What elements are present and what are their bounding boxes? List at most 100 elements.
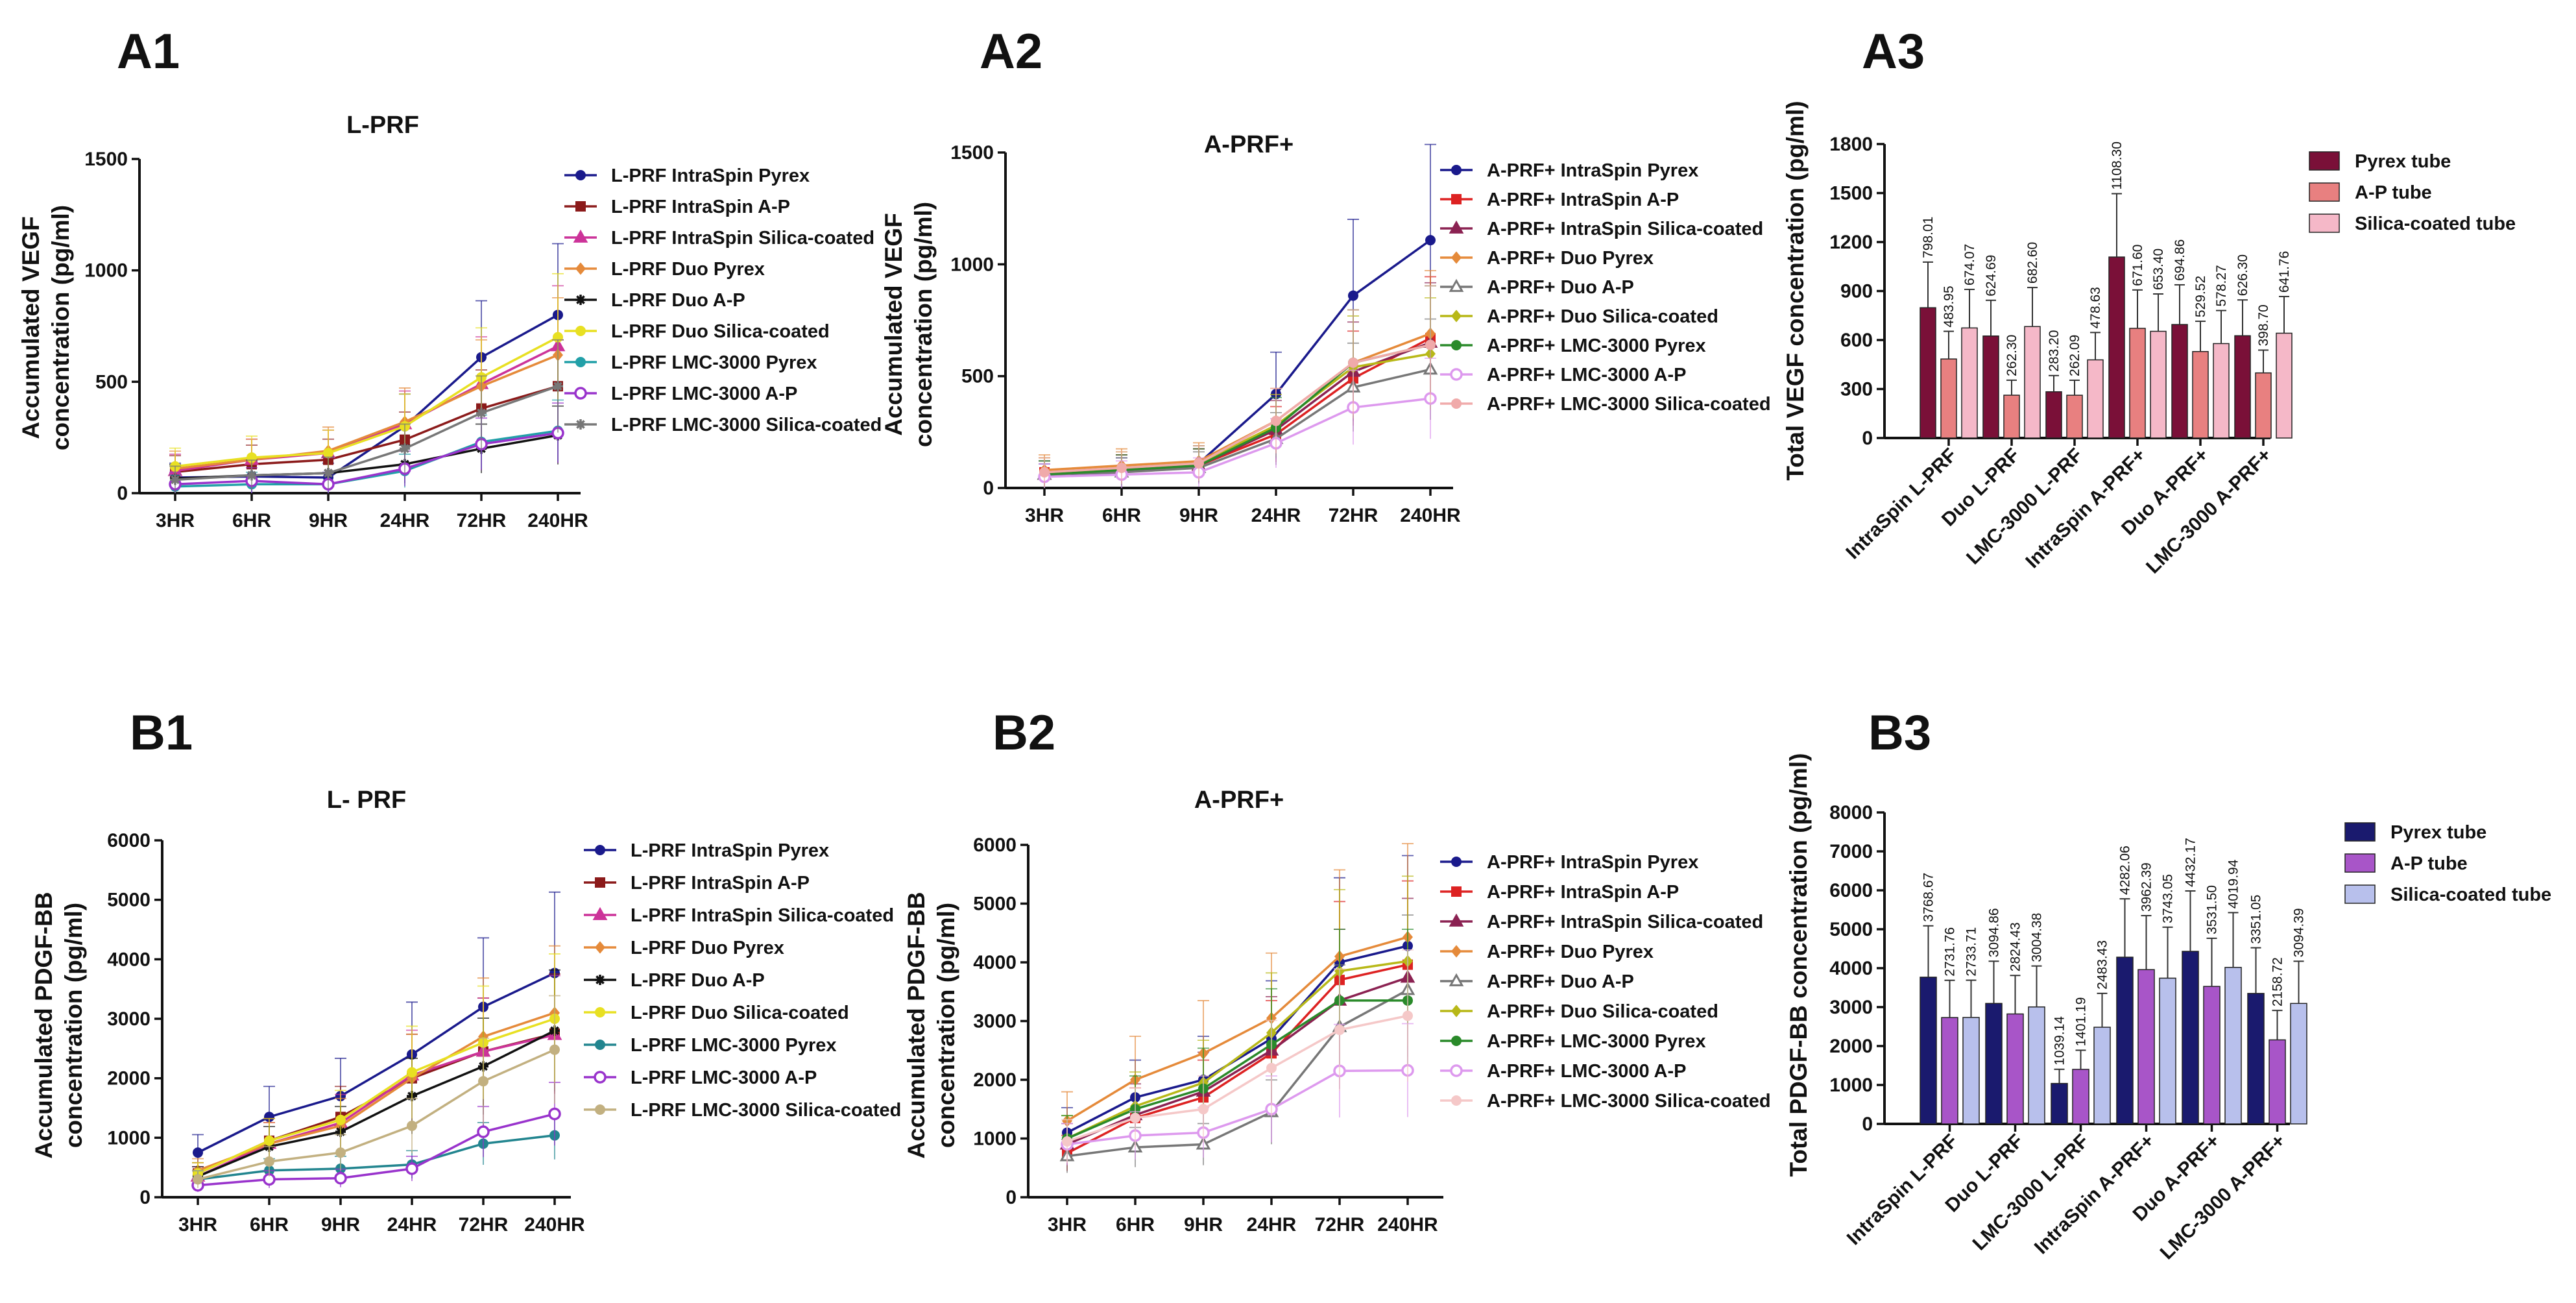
y-tick-label: 0 — [139, 1187, 150, 1208]
legend-entry: L-PRF LMC-3000 A-P — [611, 384, 797, 404]
series-line — [197, 971, 555, 1154]
data-label: 2824.43 — [2008, 922, 2023, 971]
x-tick-label: 6HR — [1102, 505, 1141, 526]
y-axis-label-line: concentration (pg/ml) — [47, 205, 74, 450]
y-axis-label: Total VEGF concentration (pg/ml) — [1782, 101, 1809, 480]
data-point — [334, 1171, 347, 1185]
series-line — [197, 1134, 555, 1181]
data-point — [1348, 290, 1358, 301]
panel-label-b2: B2 — [993, 705, 1055, 761]
legend-swatch — [2344, 853, 2376, 873]
legend-entry: A-P tube — [2390, 853, 2468, 874]
legend-marker — [1449, 973, 1464, 986]
legend-entry: L-PRF IntraSpin Pyrex — [631, 840, 829, 861]
data-point — [264, 1112, 274, 1123]
data-label: 671.60 — [2130, 245, 2145, 286]
data-label: 483.95 — [1942, 286, 1956, 327]
legend-marker — [575, 262, 586, 275]
data-point — [193, 1147, 203, 1158]
data-label: 3743.05 — [2161, 874, 2176, 923]
chart-a2: 0 500 1000 1500 3HR 6HR 9HR 24HR 72HR 240HR A-PRF+… — [880, 131, 1771, 526]
bar — [1940, 358, 1957, 439]
bar — [2087, 359, 2104, 439]
y-tick-label: 0 — [1862, 1114, 1873, 1135]
legend-entry: A-PRF+ IntraSpin Silica-coated — [1487, 219, 1763, 239]
legend-entry: A-PRF+ LMC-3000 A-P — [1487, 1061, 1687, 1082]
data-point — [335, 1114, 346, 1125]
y-tick-label: 0 — [1862, 428, 1873, 449]
chart-title: L-PRF — [346, 112, 419, 139]
data-label: 3768.67 — [1921, 873, 1936, 922]
series-line — [175, 336, 559, 468]
legend-marker — [595, 1104, 605, 1115]
legend-marker — [595, 845, 605, 855]
legend-entry: L-PRF IntraSpin A-P — [611, 197, 790, 217]
y-tick-label: 2000 — [973, 1069, 1017, 1091]
x-tick-label: 24HR — [1247, 1214, 1297, 1236]
bar — [2129, 328, 2146, 439]
data-point — [407, 1067, 417, 1078]
series-line — [1066, 960, 1408, 1140]
data-label: 2158.72 — [2270, 957, 2285, 1006]
series-line — [175, 354, 559, 470]
legend-entry: Silica-coated tube — [2355, 213, 2516, 234]
bar — [1941, 1017, 1958, 1125]
y-tick-label: 1000 — [107, 1127, 150, 1149]
legend-marker — [595, 941, 605, 954]
bar — [2150, 330, 2167, 439]
data-label: 3962.39 — [2139, 862, 2154, 912]
y-axis-label-line: Accumulated VEGF — [880, 213, 907, 435]
bar — [2269, 1039, 2286, 1125]
panel-label-b3: B3 — [1868, 705, 1931, 761]
chart-title: L- PRF — [327, 786, 406, 814]
y-axis-label: Total PDGF-BB concentration (pg/ml) — [1785, 753, 1812, 1177]
legend-entry: L-PRF Duo Pyrex — [631, 938, 784, 958]
bar — [2072, 1069, 2089, 1125]
series-line — [175, 385, 559, 481]
y-tick-label: 6000 — [973, 834, 1017, 856]
data-label: 674.07 — [1962, 244, 1977, 286]
y-tick-label: 2000 — [107, 1068, 150, 1090]
data-label: 626.30 — [2235, 254, 2250, 296]
x-tick-label: 6HR — [232, 510, 271, 531]
bar — [2159, 977, 2176, 1125]
legend-entry: A-PRF+ IntraSpin A-P — [1487, 882, 1679, 903]
legend-swatch — [2344, 884, 2376, 904]
data-point — [170, 474, 180, 485]
chart-title: A-PRF+ — [1204, 131, 1294, 158]
y-tick-label: 1500 — [1829, 183, 1873, 204]
legend-entry: L-PRF LMC-3000 Pyrex — [631, 1035, 837, 1056]
series-line — [175, 432, 559, 486]
legend-entry: A-PRF+ LMC-3000 Silica-coated — [1487, 1091, 1771, 1112]
bar — [2247, 993, 2265, 1125]
legend-marker — [1450, 1064, 1463, 1077]
legend-entry: A-P tube — [2355, 182, 2432, 203]
series-line — [197, 1029, 555, 1178]
series-line — [1066, 1069, 1408, 1146]
data-label: 798.01 — [1921, 217, 1936, 258]
y-tick-label: 500 — [95, 371, 128, 393]
data-label: 3094.86 — [1987, 908, 2002, 957]
panel-label-a3: A3 — [1862, 24, 1925, 79]
data-point — [1271, 415, 1281, 426]
data-label: 478.63 — [2088, 287, 2103, 328]
legend-marker — [594, 1071, 607, 1084]
y-tick-label: 300 — [1840, 379, 1873, 400]
y-tick-label: 3000 — [1829, 997, 1873, 1018]
data-point — [323, 468, 333, 479]
series-line — [1044, 397, 1431, 478]
legend-entry: L-PRF Duo Pyrex — [611, 259, 765, 280]
data-point — [193, 1174, 203, 1185]
data-point — [264, 1135, 274, 1146]
x-tick-label: 72HR — [1329, 505, 1378, 526]
series-8 — [1039, 285, 1436, 487]
y-tick-label: 1000 — [1829, 1075, 1873, 1096]
y-tick-label: 0 — [1005, 1187, 1017, 1208]
x-tick-label: 72HR — [457, 510, 507, 531]
legend-marker — [575, 419, 586, 430]
bar — [2234, 335, 2251, 439]
legend-entry: A-PRF+ Duo A-P — [1487, 277, 1634, 298]
legend-marker — [1449, 278, 1464, 292]
bar — [2024, 326, 2041, 439]
